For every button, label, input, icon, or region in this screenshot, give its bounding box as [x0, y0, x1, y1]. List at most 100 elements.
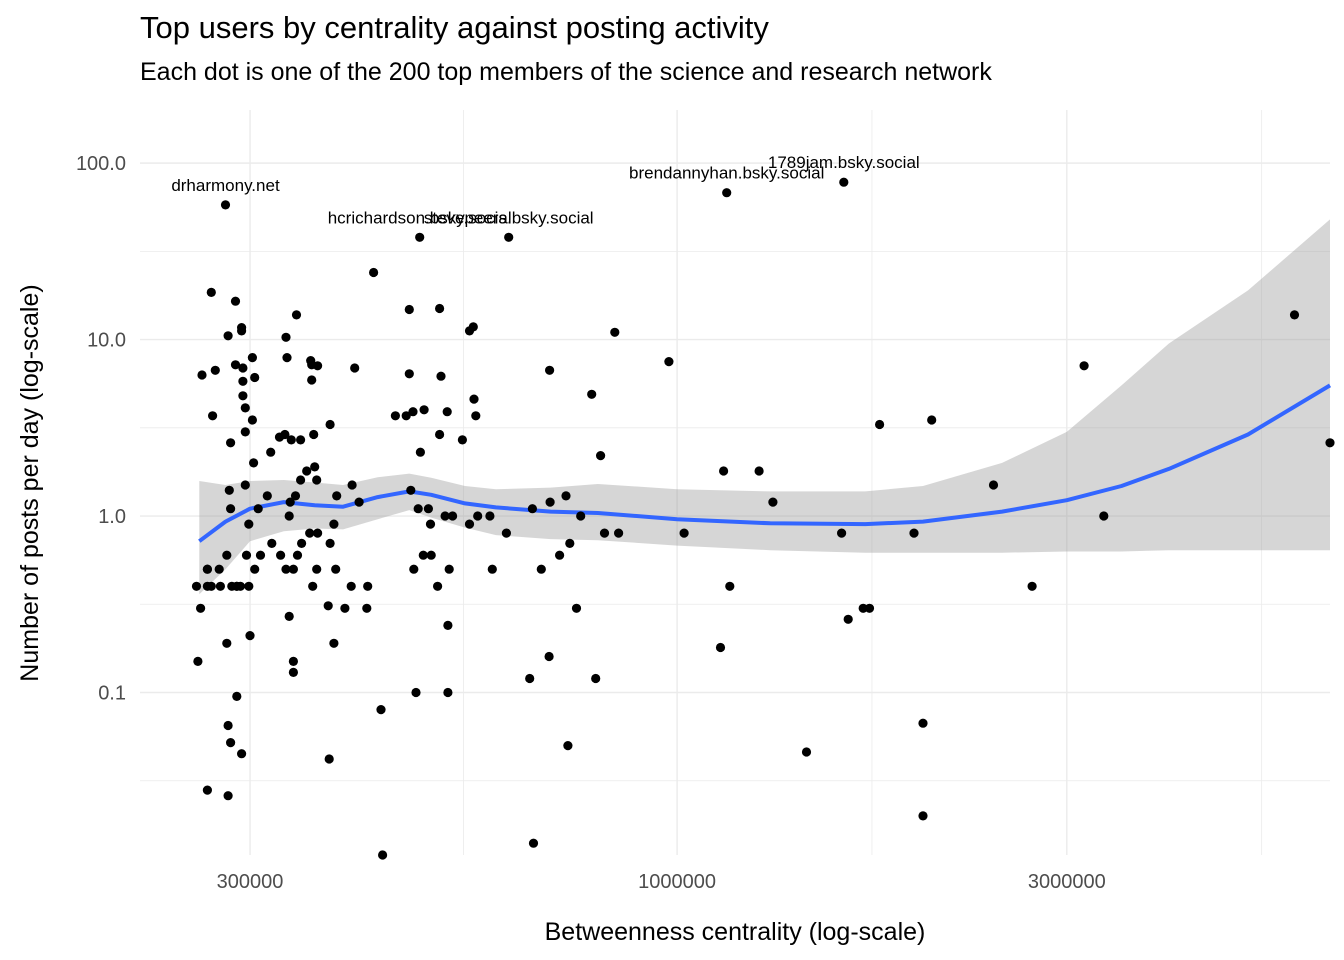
- data-point: [464, 326, 475, 336]
- data-point: [425, 519, 436, 529]
- data-point: [464, 519, 475, 529]
- data-point: [286, 435, 296, 445]
- data-point: [418, 550, 428, 560]
- data-point: [563, 741, 573, 751]
- data-point: [411, 687, 421, 698]
- data-point: [237, 326, 247, 336]
- data-point: [262, 491, 272, 501]
- point-labels-layer: drharmony.net hcrichardson.bsky.socialste…: [171, 153, 919, 227]
- data-point: [325, 419, 335, 430]
- data-point: [202, 785, 212, 795]
- data-point: [591, 673, 601, 684]
- minor-gridlines: [140, 110, 1330, 855]
- data-point: [473, 511, 483, 521]
- x-axis-title: Betweenness centrality (log-scale): [545, 918, 926, 946]
- data-point: [215, 581, 225, 591]
- data-point: [292, 550, 303, 560]
- data-point: [241, 550, 252, 560]
- data-point: [223, 791, 233, 801]
- data-point: [284, 511, 294, 521]
- data-point: [208, 411, 218, 421]
- data-point: [226, 738, 236, 748]
- data-point: [404, 304, 414, 315]
- data-point: [329, 638, 339, 648]
- data-point: [909, 528, 919, 538]
- data-point: [312, 564, 322, 574]
- data-point: [837, 528, 847, 538]
- data-point: [596, 451, 606, 461]
- data-point: [266, 447, 276, 457]
- y-tick-label: 100.0: [76, 153, 126, 175]
- data-point: [197, 370, 207, 380]
- data-point: [1289, 310, 1300, 320]
- data-point: [332, 491, 342, 501]
- confidence-band: [199, 219, 1330, 595]
- data-point: [599, 528, 610, 538]
- data-point: [571, 603, 582, 613]
- data-point: [719, 466, 729, 476]
- data-point: [369, 267, 379, 278]
- data-point: [525, 673, 535, 684]
- data-point: [206, 287, 216, 297]
- data-point: [350, 363, 360, 373]
- data-point: [858, 603, 868, 613]
- data-point: [296, 435, 306, 445]
- data-point: [312, 475, 322, 485]
- data-point: [443, 687, 453, 698]
- data-point: [310, 462, 320, 472]
- data-point: [347, 480, 357, 490]
- data-point: [487, 564, 497, 574]
- smooth-line-layer: [198, 383, 1332, 543]
- data-point: [232, 691, 242, 702]
- data-point: [308, 581, 318, 591]
- data-point: [267, 538, 277, 549]
- data-point: [544, 651, 554, 662]
- data-point: [313, 361, 323, 371]
- data-point: [363, 581, 373, 591]
- data-point: [323, 601, 333, 611]
- data-point: [313, 528, 323, 538]
- data-point: [440, 511, 450, 521]
- data-point: [587, 389, 597, 399]
- data-point: [224, 485, 234, 495]
- data-point: [240, 403, 250, 413]
- point-label: hcrichardson.bsky.social: [328, 208, 512, 227]
- point-label: 1789jam.bsky.social: [768, 153, 920, 172]
- data-point: [545, 497, 555, 507]
- data-point: [408, 407, 418, 417]
- data-point: [237, 749, 247, 759]
- data-point: [247, 415, 257, 425]
- data-point: [555, 550, 565, 560]
- x-tick-label: 1000000: [638, 871, 716, 893]
- data-point: [664, 357, 674, 367]
- data-point: [340, 603, 350, 613]
- data-point: [276, 550, 286, 560]
- data-point: [206, 581, 216, 591]
- data-point: [423, 504, 433, 514]
- data-point: [240, 427, 250, 437]
- data-point: [291, 310, 302, 320]
- smooth-line: [198, 383, 1332, 543]
- data-point: [210, 365, 220, 375]
- data-point: [839, 177, 849, 187]
- data-point: [610, 327, 620, 337]
- data-point: [443, 620, 453, 631]
- data-point: [679, 528, 689, 538]
- data-point: [288, 667, 298, 678]
- data-point: [875, 419, 885, 430]
- data-point: [331, 564, 341, 574]
- data-point: [230, 296, 241, 306]
- data-point: [324, 754, 334, 764]
- data-point: [528, 838, 539, 848]
- data-point: [725, 581, 735, 591]
- data-point: [1027, 581, 1037, 591]
- data-point: [1325, 438, 1335, 448]
- point-label: drharmony.net: [171, 176, 280, 195]
- data-point: [307, 375, 317, 385]
- data-point: [230, 360, 241, 370]
- data-point: [404, 369, 414, 379]
- data-point: [415, 447, 425, 457]
- data-point: [413, 504, 423, 514]
- data-point: [1079, 361, 1089, 371]
- data-point: [362, 603, 372, 613]
